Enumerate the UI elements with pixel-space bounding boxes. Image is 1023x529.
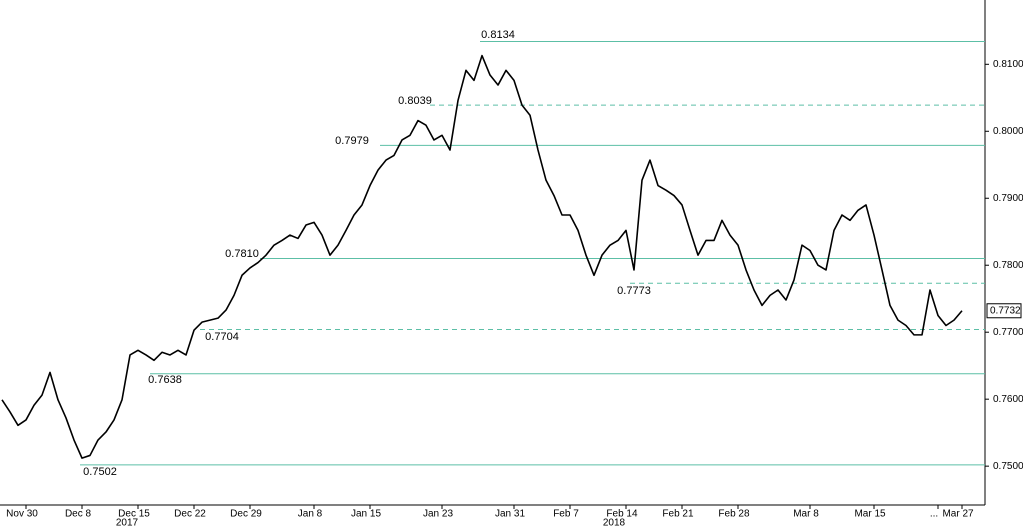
level-label: 0.7979 xyxy=(335,135,369,147)
last-value-label: 0.7732 xyxy=(990,305,1021,316)
y-tick-label: 0.7800 xyxy=(993,260,1023,271)
last-value-box xyxy=(986,303,1022,319)
x-tick-label: Jan 31 xyxy=(495,509,525,520)
y-tick-label: 0.8000 xyxy=(993,126,1023,137)
x-tick-label: Feb 14 xyxy=(606,509,638,520)
price-line xyxy=(1,54,963,459)
level-label: 0.8134 xyxy=(481,29,515,41)
x-tick-label: Dec 15 xyxy=(118,509,150,520)
x-tick-label: Feb 7 xyxy=(553,509,579,520)
level-label: 0.7502 xyxy=(83,466,117,478)
level-label: 0.7773 xyxy=(617,285,651,297)
year-label: 2018 xyxy=(603,518,626,529)
level-label: 0.8039 xyxy=(398,95,432,107)
x-tick-label: Dec 22 xyxy=(174,509,206,520)
level-label: 0.7810 xyxy=(225,248,259,260)
level-label: 0.7704 xyxy=(205,331,239,343)
x-tick-label: Jan 8 xyxy=(298,509,323,520)
x-tick-label: Jan 23 xyxy=(423,509,453,520)
x-tick-label: Mar 15 xyxy=(854,509,886,520)
y-tick-label: 0.7600 xyxy=(993,394,1023,405)
y-tick-label: 0.8100 xyxy=(993,59,1023,70)
level-label: 0.7638 xyxy=(148,374,182,386)
x-tick-label: Dec 29 xyxy=(230,509,262,520)
x-tick-label: Mar 8 xyxy=(793,509,819,520)
x-tick-label: Dec 8 xyxy=(65,509,92,520)
y-tick-label: 0.7900 xyxy=(993,193,1023,204)
x-tick-label: Jan 15 xyxy=(351,509,381,520)
x-tick-label: ... xyxy=(930,509,938,520)
x-tick-label: Mar 27 xyxy=(942,509,974,520)
x-tick-label: Feb 21 xyxy=(662,509,694,520)
year-label: 2017 xyxy=(116,518,139,529)
y-tick-label: 0.7500 xyxy=(993,461,1023,472)
x-tick-label: Feb 28 xyxy=(718,509,750,520)
y-tick-label: 0.7700 xyxy=(993,327,1023,338)
x-tick-label: Nov 30 xyxy=(6,509,38,520)
